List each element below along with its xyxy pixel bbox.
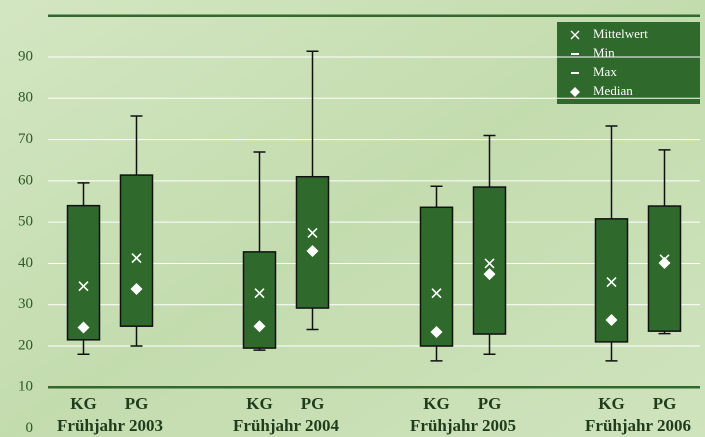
category-label: KG — [598, 394, 624, 413]
y-tick-label: 30 — [18, 296, 33, 312]
y-tick-label: 20 — [18, 337, 33, 353]
category-label: PG — [653, 394, 677, 413]
group-label: Frühjahr 2004 — [233, 416, 339, 435]
group-label: Frühjahr 2005 — [410, 416, 516, 435]
y-tick-label: 60 — [18, 172, 33, 188]
chart: Mittelwert Min Max Median 0 10 20 30 40 50 60 70 80… — [0, 0, 705, 437]
box — [244, 252, 276, 348]
box — [68, 206, 100, 340]
y-tick-label: 0 — [26, 420, 34, 436]
y-tick-label: 40 — [18, 255, 33, 271]
y-tick-label: 10 — [18, 379, 33, 395]
category-label: KG — [246, 394, 272, 413]
category-label: KG — [423, 394, 449, 413]
box — [474, 187, 506, 334]
legend-label: Mittelwert — [593, 26, 648, 41]
box — [297, 177, 329, 308]
y-tick-label: 50 — [18, 214, 33, 230]
legend: Mittelwert Min Max Median — [557, 22, 700, 104]
y-tick-label: 70 — [18, 131, 33, 147]
category-label: PG — [125, 394, 149, 413]
legend-label: Max — [593, 64, 617, 79]
y-tick-label: 80 — [18, 90, 33, 106]
y-tick-label: 90 — [18, 48, 33, 64]
group-label: Frühjahr 2003 — [57, 416, 163, 435]
category-label: PG — [478, 394, 502, 413]
group-label: Frühjahr 2006 — [585, 416, 691, 435]
category-label: PG — [301, 394, 325, 413]
category-label: KG — [70, 394, 96, 413]
legend-label: Median — [593, 83, 633, 98]
box — [121, 175, 153, 326]
legend-label: Min — [593, 45, 615, 60]
box — [421, 207, 453, 346]
